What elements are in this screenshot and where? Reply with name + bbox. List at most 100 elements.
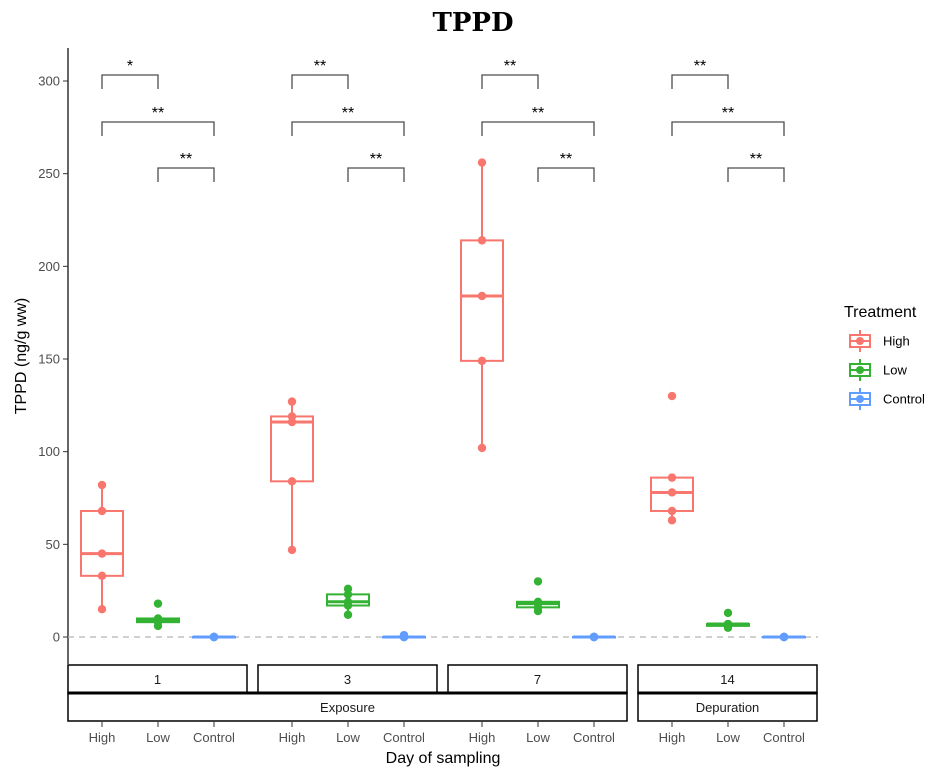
x-tick-label: High xyxy=(89,730,116,745)
bracket-line xyxy=(671,74,729,89)
significance-label: * xyxy=(127,58,133,75)
x-tick-label: Control xyxy=(763,730,805,745)
bracket-line xyxy=(291,121,405,136)
significance-label: ** xyxy=(314,58,326,75)
bracket-line xyxy=(347,167,405,182)
significance-bracket: ** xyxy=(291,58,349,89)
bracket-line xyxy=(481,121,595,136)
x-tick-label: High xyxy=(279,730,306,745)
bracket-line xyxy=(481,74,539,89)
strip-day-label: 14 xyxy=(720,672,734,687)
y-tick-label: 200 xyxy=(38,259,60,274)
data-point xyxy=(399,632,409,642)
bracket-line xyxy=(537,167,595,182)
data-point xyxy=(287,545,297,555)
legend-item-low: Low xyxy=(849,359,907,381)
bracket-line xyxy=(101,74,159,89)
box-control xyxy=(572,632,616,642)
data-point xyxy=(153,621,163,631)
data-point xyxy=(97,480,107,490)
data-point xyxy=(477,291,487,301)
box-high xyxy=(460,158,504,453)
significance-bracket: ** xyxy=(101,105,215,136)
box-high xyxy=(270,397,314,555)
x-tick-label: High xyxy=(659,730,686,745)
significance-bracket: ** xyxy=(481,105,595,136)
data-point xyxy=(97,571,107,581)
box-high xyxy=(80,480,124,614)
y-tick-label: 0 xyxy=(53,630,60,645)
data-point xyxy=(477,158,487,167)
data-point xyxy=(343,610,353,619)
strip-phase-label: Exposure xyxy=(320,700,375,715)
data-point xyxy=(153,599,163,608)
y-axis-label: TPPD (ng/g ww) xyxy=(13,298,30,414)
strip-day-label: 1 xyxy=(154,672,161,687)
significance-label: ** xyxy=(504,58,516,75)
y-tick-label: 100 xyxy=(38,444,60,459)
box-control xyxy=(192,632,236,642)
data-point xyxy=(667,506,677,516)
significance-bracket: ** xyxy=(671,58,729,89)
data-point xyxy=(477,236,487,245)
data-point xyxy=(343,601,353,610)
x-tick-label: High xyxy=(469,730,496,745)
data-point xyxy=(287,397,297,406)
legend-item-high: High xyxy=(849,330,910,352)
data-point xyxy=(209,632,219,642)
strip-phase xyxy=(67,692,628,722)
significance-bracket: ** xyxy=(727,151,785,182)
box-iqr xyxy=(460,239,504,362)
significance-bracket: ** xyxy=(481,58,539,89)
significance-label: ** xyxy=(342,105,354,122)
significance-bracket: * xyxy=(101,58,159,89)
x-tick-label: Control xyxy=(573,730,615,745)
significance-label: ** xyxy=(560,151,572,168)
box-low xyxy=(326,584,370,619)
significance-label: ** xyxy=(722,105,734,122)
bracket-line xyxy=(727,167,785,182)
legend-title: Treatment xyxy=(844,304,917,321)
significance-bracket: ** xyxy=(291,105,405,136)
data-point xyxy=(533,577,543,586)
strip-phase-label: Depuration xyxy=(696,700,760,715)
data-point xyxy=(477,356,487,366)
y-tick-label: 250 xyxy=(38,166,60,181)
chart-title: TPPD xyxy=(433,8,514,38)
x-tick-label: Low xyxy=(336,730,360,745)
box-control xyxy=(382,630,426,642)
legend-label: High xyxy=(883,334,910,349)
significance-label: ** xyxy=(532,105,544,122)
strip-day-label: 3 xyxy=(344,672,351,687)
data-point xyxy=(477,443,487,453)
strip-day-label: 7 xyxy=(534,672,541,687)
x-tick-label: Control xyxy=(193,730,235,745)
legend: Treatment High Low Control xyxy=(844,304,925,410)
y-tick-label: 50 xyxy=(46,537,60,552)
data-point xyxy=(97,549,107,558)
legend-item-control: Control xyxy=(849,388,925,410)
legend-label: Low xyxy=(883,363,907,378)
data-point xyxy=(779,632,789,642)
data-point xyxy=(723,608,733,618)
data-point xyxy=(343,590,353,599)
bracket-line xyxy=(671,121,785,136)
significance-label: ** xyxy=(750,151,762,168)
data-point xyxy=(97,605,107,614)
box-iqr xyxy=(80,509,124,577)
box-low xyxy=(516,577,560,616)
x-tick-label: Low xyxy=(716,730,740,745)
box-control xyxy=(762,632,806,642)
bracket-line xyxy=(157,167,215,182)
box-low xyxy=(136,599,180,631)
data-point xyxy=(723,623,733,632)
x-tick-label: Low xyxy=(146,730,170,745)
significance-bracket: ** xyxy=(537,151,595,182)
data-point xyxy=(589,632,599,642)
bracket-line xyxy=(291,74,349,89)
legend-point xyxy=(856,366,864,374)
data-point xyxy=(667,473,677,482)
legend-point xyxy=(856,337,864,345)
strip-day xyxy=(257,664,438,694)
data-point xyxy=(667,516,677,525)
